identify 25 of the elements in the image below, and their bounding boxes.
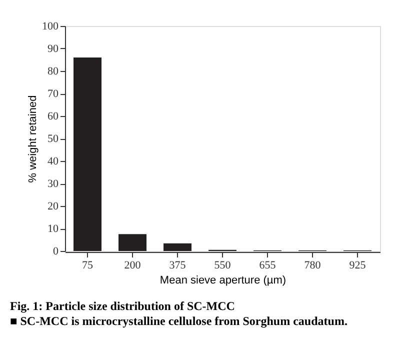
y-tick-label: 100 (42, 20, 59, 32)
y-tick-label: 0 (53, 246, 59, 258)
x-tick-label: 550 (214, 260, 232, 272)
y-axis-title: % weight retained (27, 95, 39, 183)
y-tick-label: 50 (48, 133, 59, 145)
text: ■ SC-MCC is microcrystalline cellulose from Sorghum caudatum. (10, 314, 348, 328)
x-tick-label: 200 (124, 260, 142, 272)
x-tick-label: 925 (349, 260, 366, 272)
y-tick-label: 60 (48, 110, 59, 122)
x-tick-label: 655 (259, 260, 276, 272)
bar (74, 58, 102, 251)
y-tick-label: 30 (48, 178, 59, 190)
x-tick-label: 375 (169, 260, 186, 272)
x-axis-title: Mean sieve aperture (µm) (160, 274, 286, 286)
x-tick-label: 75 (82, 260, 94, 272)
x-tick-label: 780 (304, 260, 322, 272)
y-tick-label: 70 (48, 88, 59, 100)
text: Fig. 1: Particle size distribution of SC-MCC (10, 299, 235, 313)
y-tick-label: 40 (48, 156, 59, 168)
bar (164, 243, 192, 251)
bar (118, 234, 146, 251)
y-tick-label: 20 (48, 200, 59, 212)
y-tick-label: 80 (48, 66, 59, 78)
y-tick-label: 90 (48, 43, 59, 55)
y-tick-label: 10 (48, 223, 59, 235)
